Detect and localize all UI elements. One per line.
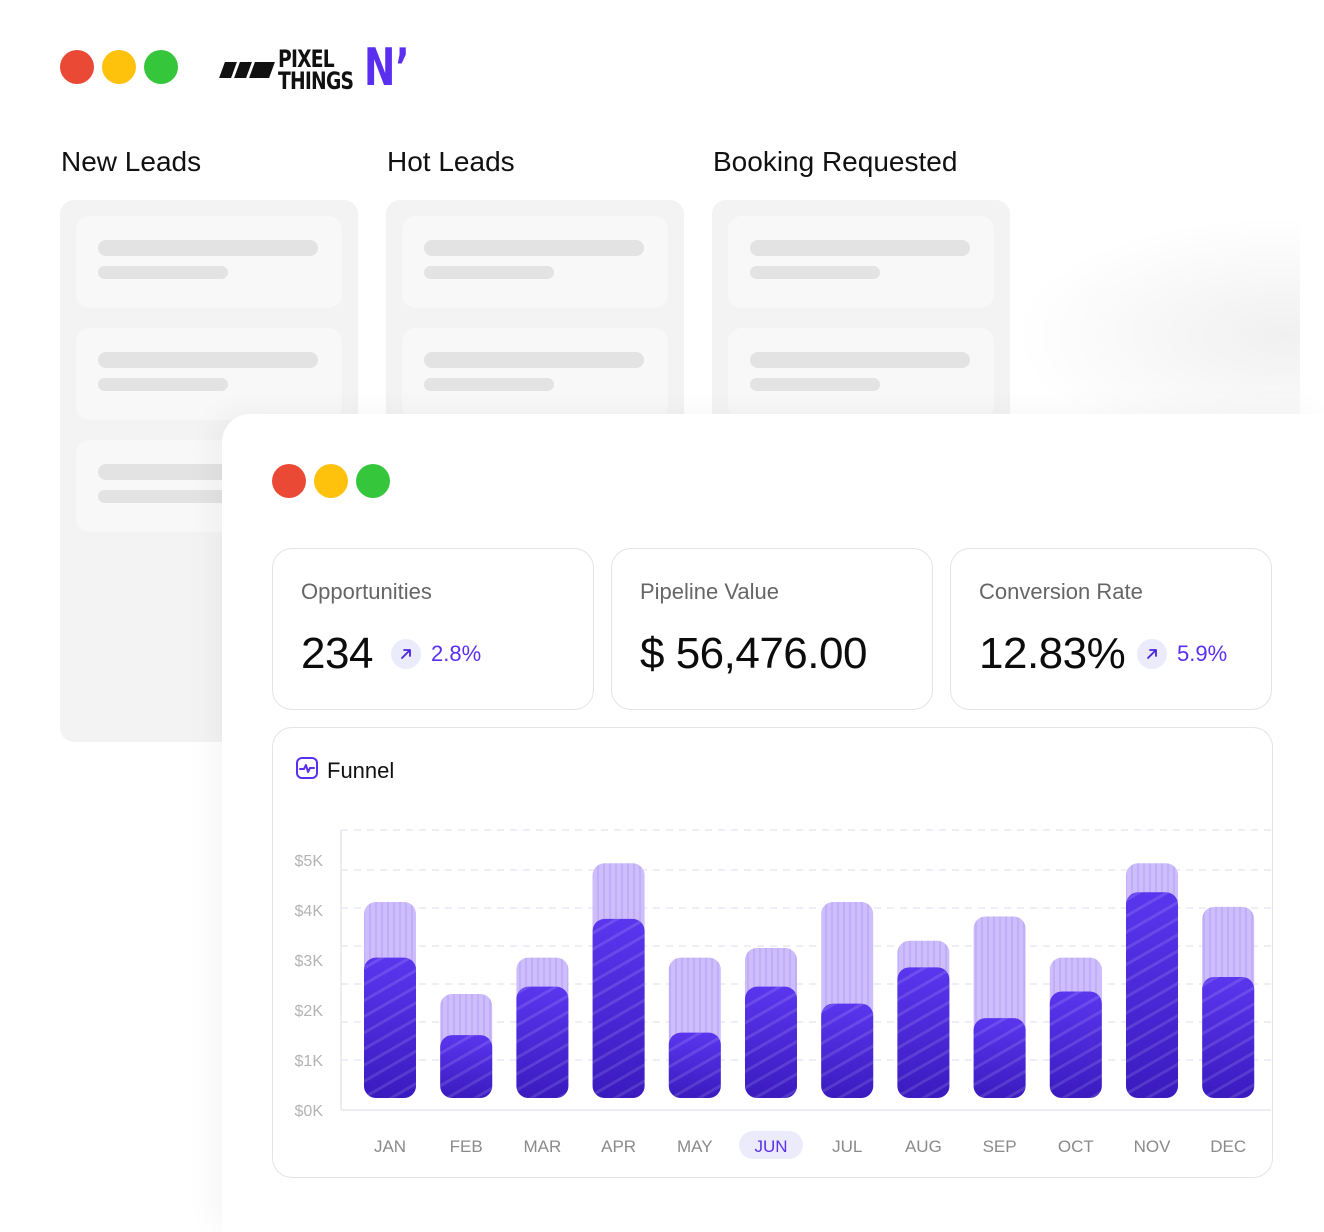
x-tick-label-jul[interactable]: JUL [832,1137,862,1156]
y-tick-label: $0K [295,1103,324,1120]
column-title-hot-leads: Hot Leads [387,146,515,177]
x-tick-label-aug[interactable]: AUG [905,1137,942,1156]
x-tick-label-mar[interactable]: MAR [524,1137,562,1156]
y-tick-label: $1K [295,1053,324,1070]
arrow-up-right-icon [1137,639,1167,669]
logo-mark: N’ [364,38,411,98]
x-tick-label-nov[interactable]: NOV [1134,1137,1172,1156]
lead-card-placeholder[interactable] [76,216,342,308]
lead-card-placeholder[interactable] [402,328,668,420]
bar-texture-sep [973,1018,1026,1098]
stat-card-pipeline-value: Pipeline Value $ 56,476.00 [611,548,933,710]
lead-card-placeholder[interactable] [728,328,994,420]
arrow-up-right-icon [391,639,421,669]
funnel-chart-card: Funnel $0K $1K $2K $3K $4K $5K JAN FEB MAR AP [272,727,1273,1178]
stat-value: 234 [301,629,373,678]
lead-card-placeholder[interactable] [402,216,668,308]
x-tick-label-apr[interactable]: APR [601,1137,636,1156]
chart-pulse-icon [295,756,319,785]
logo-line1: PIXEL [278,44,335,73]
stat-card-opportunities: Opportunities 234 2.8% [272,548,594,710]
column-booking-requested [712,200,1010,460]
background-glow [1010,215,1300,415]
logo-line2: THINGS [278,66,354,95]
minimize-button[interactable] [102,50,136,84]
selected-month-pill[interactable] [739,1131,803,1159]
stat-label: Conversion Rate [979,579,1143,604]
x-tick-label-feb[interactable]: FEB [450,1137,483,1156]
funnel-title: Funnel [327,757,395,783]
bar-texture-feb [440,1035,493,1098]
window-controls-front [272,464,390,498]
logo-wordmark: PIXEL THINGS [278,44,354,95]
stat-label: Pipeline Value [640,579,780,604]
bar-texture-oct [1049,991,1102,1098]
bar-texture-mar [516,986,569,1098]
x-tick-label-jun[interactable]: JUN [754,1137,787,1156]
x-tick-label-dec[interactable]: DEC [1210,1137,1246,1156]
stat-delta: 2.8% [391,639,481,669]
bar-texture-jul [821,1003,874,1098]
x-tick-label-jan[interactable]: JAN [374,1137,406,1156]
stat-delta: 5.9% [1137,639,1227,669]
stat-delta-value: 2.8% [431,641,482,666]
x-tick-label-oct[interactable]: OCT [1058,1137,1094,1156]
x-tick-label-may[interactable]: MAY [677,1137,713,1156]
stat-value: $ 56,476.00 [640,629,867,678]
y-tick-label: $5K [295,853,324,870]
bar-texture-jun [745,986,797,1098]
stat-delta-value: 5.9% [1177,641,1228,666]
bar-texture-jan [364,957,416,1098]
column-title-booking-requested: Booking Requested [713,146,958,177]
logo-stripes-icon [219,62,275,78]
window-controls-back [60,50,178,84]
brand-logo: PIXEL THINGS N’ [219,38,428,98]
maximize-button[interactable] [144,50,178,84]
funnel-header: Funnel [295,756,394,785]
bar-texture-aug [897,967,950,1098]
lead-card-placeholder[interactable] [76,328,342,420]
x-tick-label-sep[interactable]: SEP [983,1137,1017,1156]
lead-card-placeholder[interactable] [728,216,994,308]
close-button[interactable] [60,50,94,84]
column-title-new-leads: New Leads [61,146,202,177]
bar-texture-nov [1126,892,1178,1098]
maximize-button[interactable] [356,464,390,498]
dashboard-window: Opportunities 234 2.8% Pipeline Value $ … [222,414,1324,1232]
bar-texture-dec [1202,977,1255,1098]
bar-texture-apr [592,918,645,1098]
stat-value: 12.83% [979,629,1126,678]
stat-label: Opportunities [301,579,432,604]
minimize-button[interactable] [314,464,348,498]
close-button[interactable] [272,464,306,498]
funnel-bar-chart: $0K $1K $2K $3K $4K $5K JAN FEB MAR APR MAY JUN JUL A… [295,829,1271,1159]
y-tick-label: $4K [295,903,324,920]
y-tick-label: $2K [295,1003,324,1020]
bar-texture-may [668,1032,721,1098]
stat-card-conversion-rate: Conversion Rate 12.83% 5.9% [950,548,1272,710]
y-tick-label: $3K [295,953,324,970]
